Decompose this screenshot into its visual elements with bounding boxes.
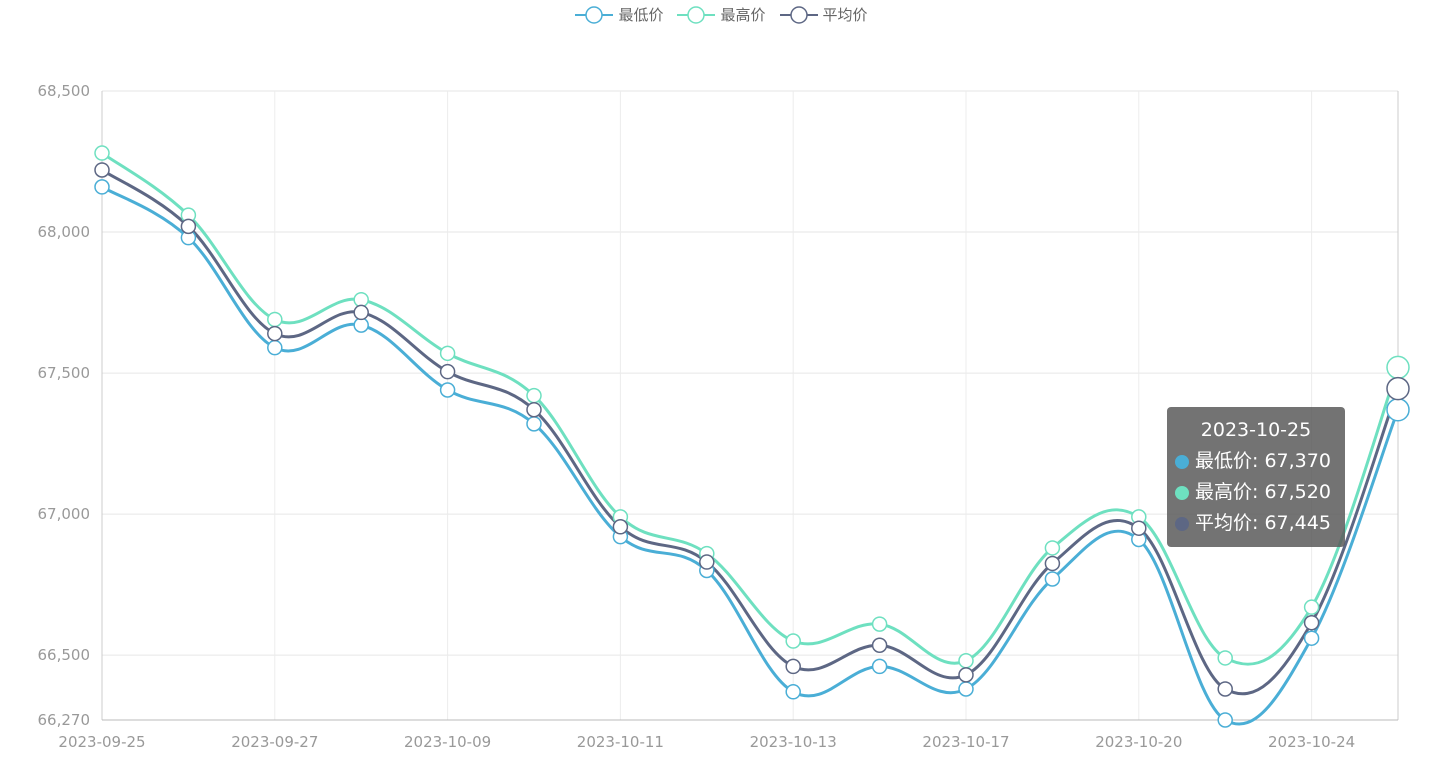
legend-marker-max-icon <box>677 5 716 24</box>
data-point-min[interactable] <box>1217 712 1233 728</box>
legend-item-max[interactable]: 最高价 <box>677 4 766 25</box>
data-point-max[interactable] <box>94 145 110 161</box>
data-point-avg[interactable] <box>785 658 801 675</box>
legend-marker-min-icon <box>575 5 614 24</box>
y-tick-label: 67,000 <box>38 505 91 523</box>
data-point-max[interactable] <box>1217 650 1233 666</box>
data-point-max[interactable] <box>1386 355 1410 380</box>
data-point-avg[interactable] <box>612 519 629 535</box>
x-tick-label: 2023-09-27 <box>231 733 318 751</box>
x-tick-label: 2023-10-13 <box>750 733 837 751</box>
legend-item-avg[interactable]: 平均价 <box>779 4 868 25</box>
y-tick-label: 66,270 <box>38 711 91 729</box>
series-line-avg <box>101 168 1400 696</box>
data-point-avg[interactable] <box>439 363 456 380</box>
series-line-min <box>101 185 1400 726</box>
data-point-avg[interactable] <box>1217 681 1233 697</box>
legend: 最低价 最高价 平均价 <box>0 4 1443 25</box>
data-point-max[interactable] <box>439 345 456 362</box>
data-point-avg[interactable] <box>353 304 369 321</box>
data-point-max[interactable] <box>267 311 283 328</box>
tooltip-row-avg: 平均价: 67,445 <box>1175 508 1337 539</box>
data-point-max[interactable] <box>871 616 888 632</box>
data-point-min[interactable] <box>871 658 888 675</box>
data-point-avg[interactable] <box>1303 614 1320 631</box>
tooltip-title: 2023-10-25 <box>1200 419 1312 441</box>
tooltip-value-min: 最低价: 67,370 <box>1195 450 1331 472</box>
data-point-min[interactable] <box>526 416 542 432</box>
x-tick-label: 2023-10-20 <box>1095 733 1182 751</box>
data-point-min[interactable] <box>439 382 456 398</box>
tooltip: 2023-10-25 最低价: 67,370 最高价: 67,520 平均价: … <box>1167 407 1345 547</box>
data-point-avg[interactable] <box>526 401 542 418</box>
data-point-max[interactable] <box>1044 540 1061 556</box>
series-layer <box>94 145 1410 728</box>
axes: 66,270 66,500 67,000 67,500 68,000 68,500 2023… <box>38 82 1398 751</box>
y-tick-label: 68,500 <box>38 82 91 100</box>
data-point-min[interactable] <box>1303 630 1320 646</box>
data-point-min[interactable] <box>267 339 283 356</box>
x-tick-label: 2023-10-09 <box>404 733 491 751</box>
data-point-min[interactable] <box>94 179 110 195</box>
data-point-max[interactable] <box>785 633 801 649</box>
data-point-min[interactable] <box>353 317 369 333</box>
grid-lines <box>101 90 1399 721</box>
x-tick-label: 2023-10-24 <box>1268 733 1355 751</box>
tooltip-value-max: 最高价: 67,520 <box>1195 481 1331 503</box>
legend-marker-avg-icon <box>779 5 818 24</box>
data-point-avg[interactable] <box>699 554 715 570</box>
legend-label-min: 最低价 <box>618 6 664 24</box>
data-point-min[interactable] <box>1386 397 1410 422</box>
tooltip-dot-max-icon <box>1175 485 1189 500</box>
y-tick-label: 67,500 <box>38 364 91 382</box>
data-point-avg[interactable] <box>1044 555 1061 572</box>
data-point-min[interactable] <box>785 684 801 700</box>
data-point-avg[interactable] <box>267 325 283 342</box>
tooltip-row-max: 最高价: 67,520 <box>1175 477 1337 508</box>
data-point-avg[interactable] <box>1386 376 1410 401</box>
data-point-avg[interactable] <box>871 637 888 654</box>
legend-item-min[interactable]: 最低价 <box>575 4 663 25</box>
data-point-avg[interactable] <box>958 667 974 683</box>
data-point-max[interactable] <box>526 387 542 404</box>
x-tick-label: 2023-10-11 <box>577 733 664 751</box>
x-tick-label: 2023-09-25 <box>58 733 145 751</box>
data-point-avg[interactable] <box>94 162 110 178</box>
data-point-max[interactable] <box>353 291 369 308</box>
data-point-max[interactable] <box>1303 599 1320 615</box>
tooltip-dot-avg-icon <box>1175 516 1189 531</box>
y-tick-label: 66,500 <box>38 646 91 664</box>
data-point-min[interactable] <box>1044 571 1061 587</box>
x-tick-label: 2023-10-17 <box>922 733 1009 751</box>
legend-label-max: 最高价 <box>720 6 766 24</box>
tooltip-row-min: 最低价: 67,370 <box>1175 446 1337 477</box>
y-tick-label: 68,000 <box>38 223 91 241</box>
data-point-min[interactable] <box>958 681 974 697</box>
data-point-avg[interactable] <box>180 218 197 235</box>
data-point-max[interactable] <box>958 653 974 669</box>
series-line-max <box>101 151 1400 666</box>
tooltip-dot-min-icon <box>1175 454 1189 469</box>
data-point-avg[interactable] <box>1131 520 1147 536</box>
legend-label-avg: 平均价 <box>822 6 868 24</box>
tooltip-value-avg: 平均价: 67,445 <box>1195 512 1331 534</box>
